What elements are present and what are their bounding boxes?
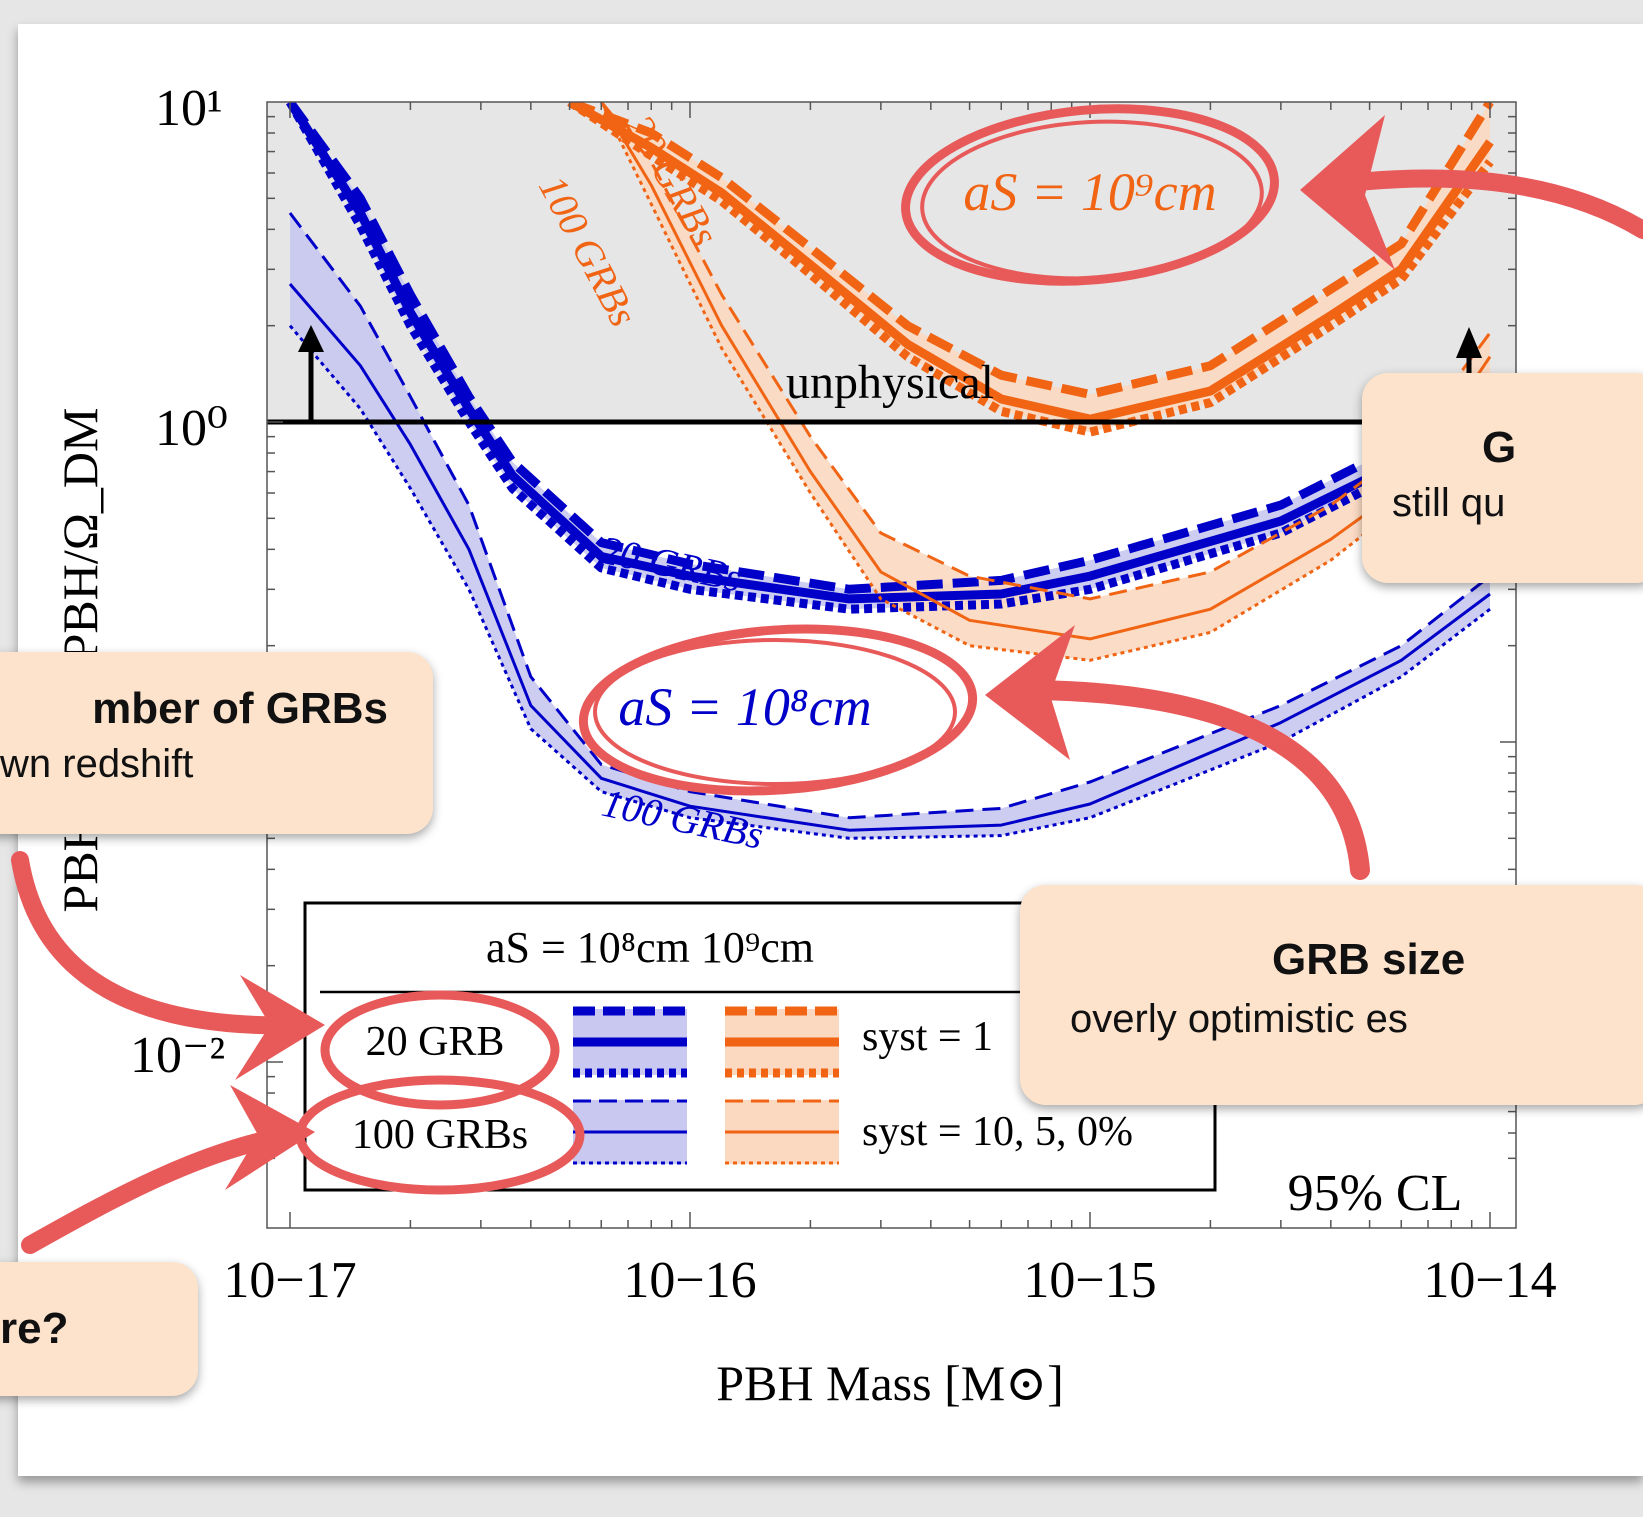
callout-grb-size: GRB size overly optimistic es (1020, 885, 1643, 1105)
callout-bottom-left: re? (0, 1262, 198, 1396)
label-as-10e9: aS = 10⁹cm (963, 162, 1216, 222)
legend-row-20-syst: syst = 1 (862, 1014, 993, 1060)
legend-row-100-label: 100 GRBs (352, 1112, 528, 1158)
series-lines (286, 102, 1494, 840)
callout-bottom-left-title: re? (0, 1304, 69, 1353)
unphysical-label: unphysical (786, 356, 994, 409)
x-tick-label-10e-16: 10−16 (623, 1252, 756, 1309)
label-blue-20grbs: 20 GRBs (596, 527, 746, 601)
series-line-as9-100grbs-syst10 (600, 102, 1492, 601)
band-as9-20grbs (569, 102, 1490, 433)
y-tick-label-10e0: 10⁰ (155, 400, 228, 457)
x-tick-label-10e-17: 10−17 (223, 1252, 356, 1309)
y-tick-label-10e1: 10¹ (155, 80, 223, 137)
callout-number-of-grbs: mber of GRBs wn redshift (0, 652, 433, 834)
legend-row-100-syst: syst = 10, 5, 0% (862, 1109, 1133, 1155)
series-line-as8-20grbs-syst5 (286, 102, 1493, 604)
callout-grb-size-title: GRB size (1272, 935, 1466, 984)
uncertainty-bands (290, 102, 1490, 839)
callout-top-right-sub: still qu (1392, 481, 1506, 525)
y-tick-label-10e-2: 10⁻² (130, 1027, 225, 1084)
x-axis-title: PBH Mass [M⊙] (716, 1355, 1064, 1411)
series-line-as8-20grbs-syst10 (286, 102, 1493, 594)
series-line-as9-20grbs-syst10 (568, 102, 1494, 399)
callout-grb-size-sub: overly optimistic es (1070, 997, 1408, 1041)
legend-header: aS = 10⁸cm 10⁹cm (486, 923, 814, 972)
callout-number-title: mber of GRBs (92, 684, 388, 733)
confidence-label: 95% CL (1288, 1165, 1463, 1222)
series-line-as8-20grbs-syst0 (286, 102, 1493, 614)
series-line-as9-100grbs-syst5 (600, 102, 1492, 641)
legend-row-20-label: 20 GRB (366, 1019, 505, 1065)
up-arrow-left (298, 325, 324, 422)
callout-number-sub: wn redshift (0, 742, 194, 786)
x-tick-label-10e-15: 10−15 (1023, 1252, 1156, 1309)
x-tick-label-10e-14: 10−14 (1423, 1252, 1556, 1309)
callout-top-right: G still qu (1362, 373, 1643, 583)
series-line-as9-20grbs-syst5 (567, 102, 1494, 424)
label-as-10e8: aS = 10⁸cm (618, 677, 871, 737)
callout-top-right-title: G (1482, 423, 1517, 472)
